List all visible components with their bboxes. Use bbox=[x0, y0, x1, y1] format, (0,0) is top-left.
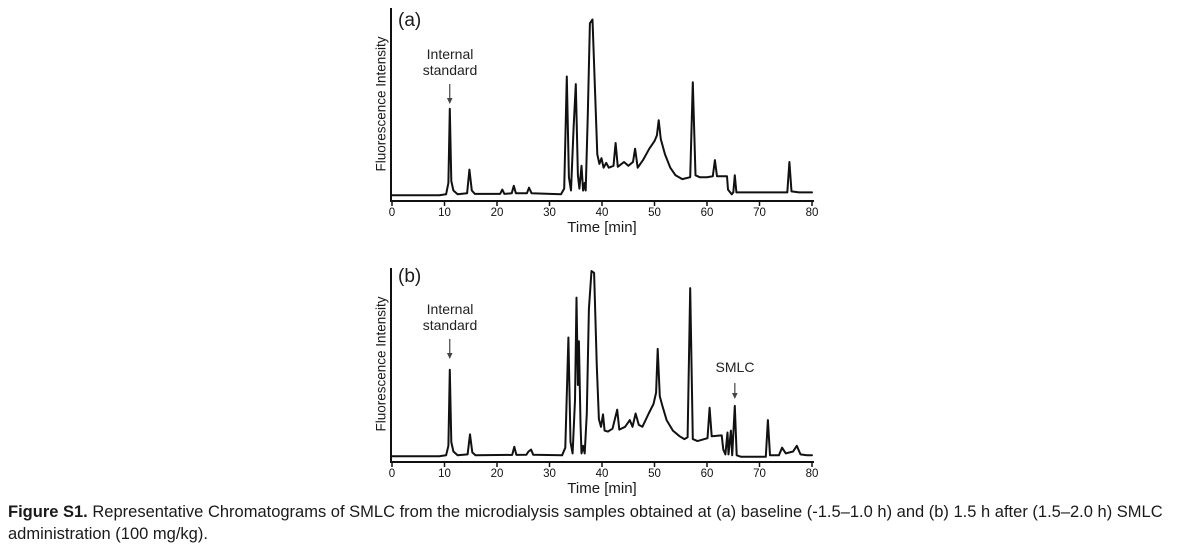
panel-a-internal-standard-annotation: Internal standard bbox=[422, 46, 478, 78]
annotation-arrow-head bbox=[732, 393, 738, 399]
annotation-arrow-head bbox=[446, 353, 453, 359]
x-tick-label: 40 bbox=[596, 468, 609, 480]
panel-b-axes bbox=[390, 268, 814, 463]
x-tick-label: 70 bbox=[753, 468, 766, 480]
figure-caption: Figure S1. Representative Chromatograms … bbox=[8, 501, 1200, 545]
panel-b-y-axis-label: Fluorescence Intensity bbox=[373, 296, 389, 432]
x-tick-label: 20 bbox=[491, 468, 504, 480]
x-tick-label: 80 bbox=[806, 207, 819, 219]
panel-b-trace bbox=[391, 270, 813, 458]
x-tick-label: 30 bbox=[543, 207, 556, 219]
panel-a-axes bbox=[390, 8, 814, 202]
panel-b-smlc-annotation: SMLC bbox=[715, 359, 755, 375]
x-tick-label: 50 bbox=[648, 468, 661, 480]
panel-b-group: 0 10 20 30 40 50 60 70 80 bbox=[389, 268, 819, 480]
x-tick-label: 80 bbox=[806, 468, 819, 480]
panel-a-group: 0 10 20 30 40 50 60 70 80 bbox=[389, 8, 819, 219]
panel-a-label: (a) bbox=[398, 10, 422, 31]
panel-b-x-axis-label: Time [min] bbox=[567, 480, 637, 497]
x-tick-label: 60 bbox=[701, 207, 714, 219]
panel-b-internal-standard-annotation: Internal standard bbox=[422, 301, 478, 333]
x-tick-label: 10 bbox=[438, 468, 451, 480]
panel-a-y-axis-label: Fluorescence Intensity bbox=[373, 36, 389, 172]
x-tick-label: 30 bbox=[543, 468, 556, 480]
figure-caption-text: Representative Chromatograms of SMLC fro… bbox=[8, 503, 1163, 543]
x-tick-label: 50 bbox=[648, 207, 661, 219]
x-tick-label: 0 bbox=[389, 207, 395, 219]
x-tick-label: 10 bbox=[438, 207, 451, 219]
x-tick-label: 40 bbox=[596, 207, 609, 219]
annotation-arrow-head bbox=[446, 98, 453, 104]
x-tick-label: 20 bbox=[491, 207, 504, 219]
panel-b-label: (b) bbox=[398, 266, 422, 287]
panel-a-trace bbox=[391, 18, 813, 197]
x-tick-label: 70 bbox=[753, 207, 766, 219]
x-tick-label: 0 bbox=[389, 468, 395, 480]
panel-a-x-axis-label: Time [min] bbox=[567, 219, 637, 236]
figure-caption-label: Figure S1. bbox=[8, 503, 88, 521]
x-tick-label: 60 bbox=[701, 468, 714, 480]
